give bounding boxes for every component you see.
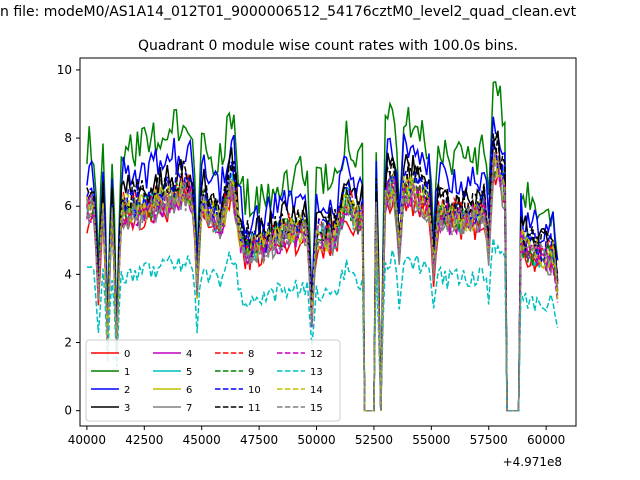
legend-label: 6 — [186, 385, 192, 396]
x-tick-label: 42500 — [125, 433, 163, 447]
y-tick-label: 6 — [64, 199, 72, 213]
chart-title: Quadrant 0 module wise count rates with … — [138, 38, 518, 54]
legend-label: 8 — [248, 349, 254, 360]
legend-label: 3 — [124, 403, 130, 414]
y-tick-label: 2 — [64, 336, 72, 350]
legend-label: 0 — [124, 349, 130, 360]
y-tick-label: 8 — [64, 131, 72, 145]
y-tick-label: 4 — [64, 267, 72, 281]
x-tick-label: 57500 — [470, 433, 508, 447]
legend-label: 11 — [248, 403, 261, 414]
plot-frame — [79, 57, 577, 427]
legend-label: 15 — [310, 403, 323, 414]
x-offset-label: +4.971e8 — [503, 455, 562, 469]
legend-label: 2 — [124, 385, 130, 396]
y-axis: 0 2 4 6 8 10 — [57, 63, 80, 418]
legend-label: 9 — [248, 367, 254, 378]
figure-suptitle: n file: modeM0/AS1A14_012T01_9000006512_… — [0, 4, 577, 20]
legend-label: 13 — [310, 367, 323, 378]
x-tick-label: 50000 — [297, 433, 335, 447]
legend-label: 5 — [186, 367, 192, 378]
legend-label: 10 — [248, 385, 261, 396]
y-tick-label: 0 — [64, 404, 72, 418]
legend-label: 1 — [124, 367, 130, 378]
x-tick-label: 45000 — [183, 433, 221, 447]
legend-label: 4 — [186, 349, 192, 360]
legend-label: 14 — [310, 385, 323, 396]
legend-label: 7 — [186, 403, 192, 414]
series-15-line — [86, 151, 559, 412]
legend-label: 12 — [310, 349, 323, 360]
x-tick-label: 55000 — [412, 433, 450, 447]
x-tick-label: 60000 — [527, 433, 565, 447]
series-11-line — [86, 133, 559, 412]
series-1-line — [86, 80, 559, 412]
x-tick-label: 52500 — [355, 433, 393, 447]
series-13-line — [86, 238, 559, 412]
x-axis: 40000 42500 45000 47500 50000 52500 55000 57500… — [68, 426, 565, 447]
legend-box — [85, 339, 341, 422]
series-2-line — [86, 116, 559, 412]
x-tick-label: 47500 — [240, 433, 278, 447]
y-tick-label: 10 — [57, 63, 72, 77]
x-tick-label: 40000 — [68, 433, 106, 447]
series-layer — [86, 80, 559, 412]
